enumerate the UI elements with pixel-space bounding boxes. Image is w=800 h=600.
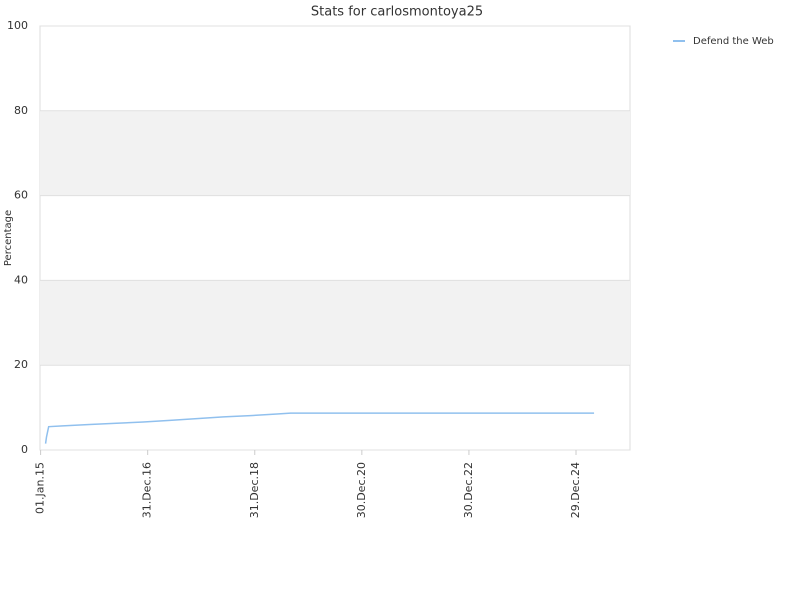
y-tick-label: 20 [14,358,28,371]
y-tick-label: 0 [21,443,28,456]
x-tick-label: 31.Dec.16 [141,462,154,518]
legend-label: Defend the Web [693,36,774,47]
x-tick-label: 29.Dec.24 [569,462,582,518]
y-axis-label: Percentage [3,210,14,266]
y-tick-label: 100 [7,19,28,32]
plot-area [39,25,631,451]
x-tick-label: 30.Dec.22 [462,462,475,518]
plot-band [40,110,630,196]
x-tick-label: 01.Jan.15 [34,462,47,514]
chart-title: Stats for carlosmontoya25 [311,5,483,20]
y-tick-label: 40 [14,273,28,286]
y-tick-label: 60 [14,189,28,202]
line [44,412,595,444]
x-tick-label: 30.Dec.20 [355,462,368,518]
plot-band [40,280,630,366]
x-tick-label: 31.Dec.18 [248,462,261,518]
y-tick-label: 80 [14,104,28,117]
